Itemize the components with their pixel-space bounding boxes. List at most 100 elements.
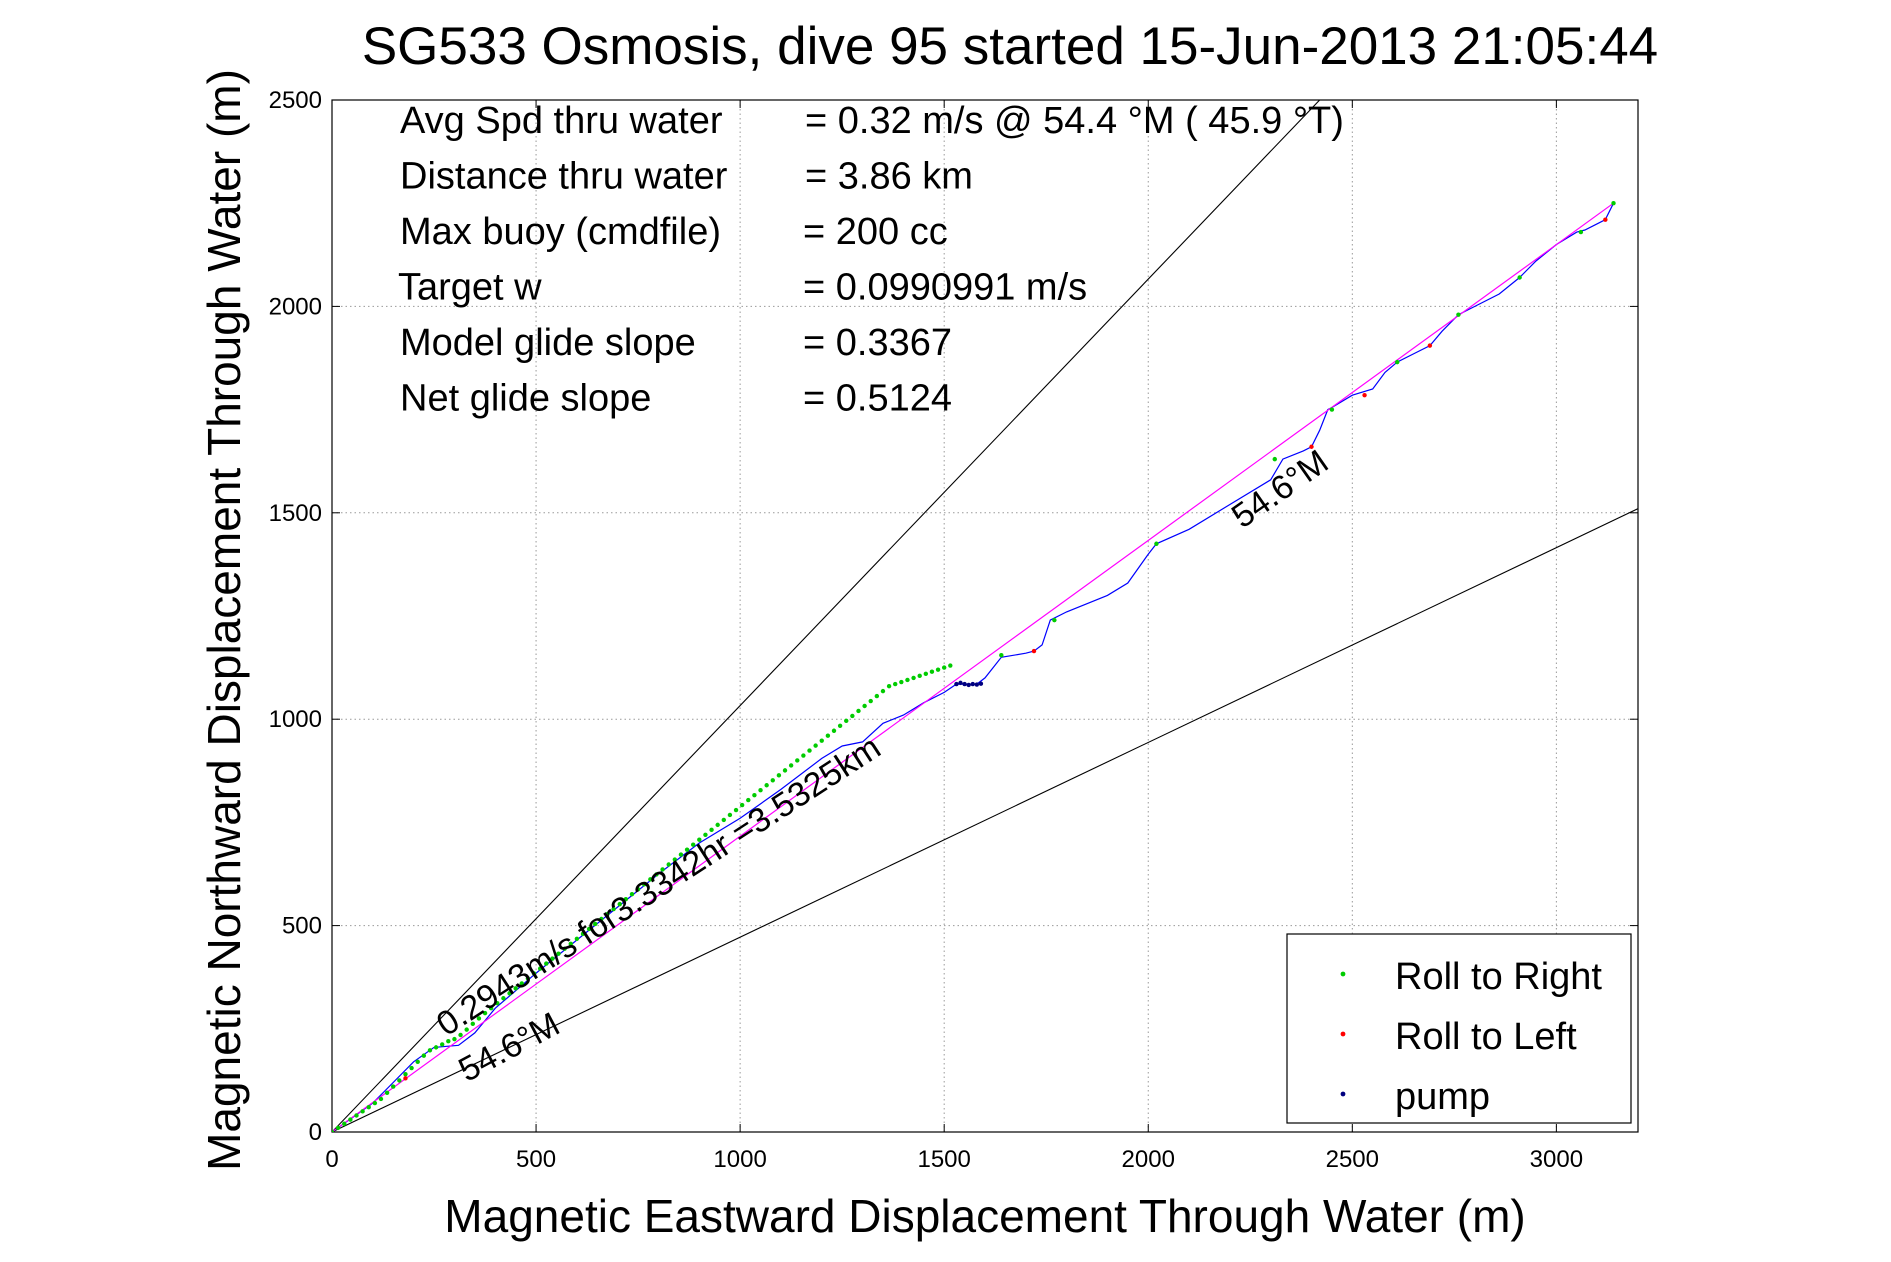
plot-marks [332,100,1638,1132]
legend-box [1286,933,1632,1124]
roll-to-right-point [721,817,726,823]
roll-to-right-point [354,1113,359,1118]
roll-to-right-point [739,802,745,808]
roll-to-right-point [415,1059,420,1065]
roll-to-right-point [599,916,604,922]
net-heading-line [332,202,1614,1132]
roll-to-right-point [421,1053,427,1058]
roll-to-right-point [531,971,537,976]
roll-to-right-point [660,867,665,872]
y-tick-label: 2500 [269,87,322,114]
plot-frame [331,99,1639,1133]
roll-to-right-point [1154,541,1159,546]
roll-to-right-point [825,733,831,738]
roll-to-right-point [733,807,739,813]
roll-to-left-point [1031,648,1037,654]
roll-to-right-point [690,842,696,847]
roll-to-right-point [868,698,873,704]
roll-to-right-point [893,681,898,687]
roll-to-right-point [923,671,929,676]
pump-point [958,680,963,686]
roll-to-right-point [776,773,782,778]
roll-to-right-point [911,675,916,681]
stat-label: Avg Spd thru water [400,100,723,142]
roll-to-right-point [935,667,941,672]
reference-line-lower [332,508,1638,1132]
roll-to-right-point [366,1105,371,1110]
stat-value: = 0.0990991 m/s [803,267,1087,309]
roll-to-right-point [556,951,561,956]
pump-point [954,681,959,687]
reference-line-upper [332,100,1321,1132]
roll-to-left-point [1309,444,1314,449]
y-axis: 0 500 1000 1500 2000 2500 [269,87,1638,1146]
x-tick-label: 1500 [917,1146,970,1173]
roll-to-right-point [378,1096,384,1102]
stat-label: Distance thru water [400,156,728,198]
x-axis: 0 500 1000 1500 2000 2500 3000 [325,100,1583,1173]
roll-to-right-point [550,956,555,961]
roll-to-right-point [856,708,861,714]
x-tick-label: 500 [516,1146,556,1173]
roll-to-right-point [1329,407,1335,412]
roll-to-left-point [1603,217,1608,222]
roll-to-right-point [880,688,886,694]
roll-to-right-point [727,812,733,818]
roll-to-left-point [1362,392,1367,398]
roll-to-right-point [568,941,573,946]
roll-to-right-point [703,832,708,837]
x-tick-label: 0 [325,1146,338,1173]
roll-to-right-point [593,921,598,927]
pump-point [974,682,980,687]
roll-to-right-point [427,1048,433,1053]
roll-to-right-point [635,887,641,892]
roll-to-right-point [678,852,684,857]
roll-to-right-point [574,936,580,942]
roll-to-right-point [1517,275,1522,280]
heading-annotation-upper: 54.6°M [1225,443,1335,536]
legend-label: pump [1395,1076,1490,1118]
y-tick-label: 500 [282,913,322,940]
x-tick-label: 2000 [1122,1146,1175,1173]
roll-to-right-point [886,683,892,689]
roll-to-right-point [391,1084,396,1089]
roll-to-right-point [697,837,702,842]
legend-label: Roll to Left [1395,1016,1577,1058]
roll-to-right-point [1272,456,1277,462]
roll-to-left-point [403,1076,408,1081]
pump-point [978,681,984,686]
y-tick-label: 1500 [269,500,322,527]
roll-to-right-point [1395,359,1400,365]
roll-to-right-point [752,792,757,798]
roll-to-right-point [795,758,800,763]
roll-to-right-point [335,1125,341,1131]
roll-to-right-point [929,669,935,674]
roll-to-right-point [684,847,690,852]
roll-to-right-point [850,713,855,719]
roll-to-right-point [537,966,543,971]
y-tick-label: 1000 [269,706,322,733]
roll-to-right-point [654,872,659,877]
roll-to-right-point [642,882,647,887]
roll-to-right-point [1456,312,1461,317]
roll-to-right-point [648,877,653,882]
roll-to-right-point [488,1005,494,1011]
roll-to-right-point [513,986,518,991]
roll-to-right-point [525,976,531,981]
roll-to-right-point [764,783,769,788]
roll-to-right-point [672,857,678,862]
stat-value: = 0.32 m/s @ 54.4 °M ( 45.9 °T) [805,100,1344,142]
roll-to-right-point [611,906,616,912]
roll-to-right-point [433,1045,439,1050]
roll-to-right-point [899,679,904,685]
roll-to-right-point [501,996,506,1001]
legend: Roll to Right Roll to Left pump [1286,933,1632,1124]
roll-to-right-point [446,1038,451,1044]
roll-to-right-point [746,797,751,803]
stat-label: Model glide slope [400,322,696,364]
x-tick-label: 2500 [1326,1146,1379,1173]
roll-to-right-point [807,748,812,753]
speed-annotation: 0.2943m/s for3.3342hr =3.5325km [430,728,887,1043]
roll-to-right-point [837,723,843,729]
